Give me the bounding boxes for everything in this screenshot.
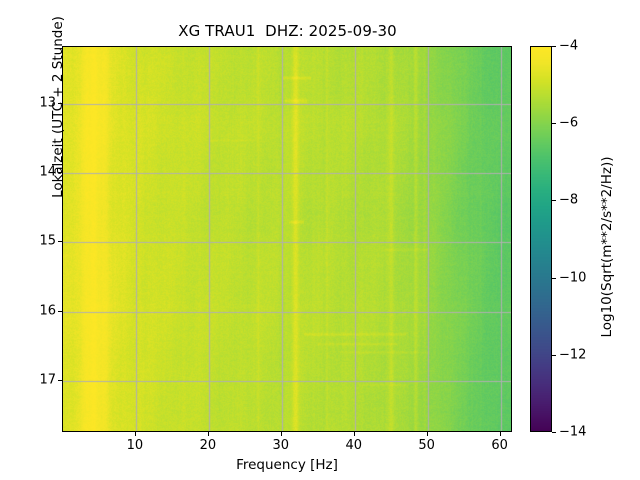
colorbar-tick-mark bbox=[552, 200, 556, 202]
page-title: XG TRAU1 DHZ: 2025-09-30 bbox=[178, 22, 397, 40]
y-tick-label: 13 bbox=[39, 95, 56, 111]
x-tick-mark bbox=[499, 432, 501, 436]
x-tick-label: 60 bbox=[491, 438, 508, 453]
colorbar-tick-mark bbox=[552, 354, 556, 356]
y-axis-label: Lokalzeit (UTC + 2 Stunde) bbox=[50, 16, 66, 198]
x-axis-label: Frequency [Hz] bbox=[236, 457, 338, 473]
x-tick-label: 50 bbox=[418, 438, 435, 453]
x-tick-label: 40 bbox=[345, 438, 362, 453]
colorbar-tick-label: −6 bbox=[559, 115, 579, 131]
x-tick-label: 10 bbox=[126, 438, 144, 453]
colorbar-label: Log10(Sqrt(m**2/s**2/Hz)) bbox=[599, 156, 615, 338]
colorbar-tick-mark bbox=[552, 46, 556, 47]
colorbar[interactable] bbox=[530, 46, 552, 432]
colorbar-tick-label: −12 bbox=[559, 347, 587, 363]
colorbar-tick-label: −4 bbox=[559, 38, 579, 54]
y-tick-mark bbox=[58, 310, 62, 312]
y-tick-mark bbox=[58, 172, 62, 174]
x-tick-mark bbox=[134, 432, 136, 436]
x-tick-mark bbox=[353, 432, 355, 436]
colorbar-tick-label: −10 bbox=[559, 270, 587, 286]
y-tick-mark bbox=[58, 380, 62, 382]
colorbar-tick-label: −14 bbox=[559, 424, 587, 440]
y-tick-mark bbox=[58, 102, 62, 104]
y-tick-label: 14 bbox=[39, 164, 56, 180]
y-tick-mark bbox=[58, 241, 62, 243]
x-tick-label: 20 bbox=[199, 438, 217, 453]
colorbar-tick-mark bbox=[552, 277, 556, 279]
x-tick-mark bbox=[207, 432, 209, 436]
spectrogram-image bbox=[63, 47, 511, 431]
x-tick-mark bbox=[280, 432, 282, 436]
y-tick-label: 16 bbox=[39, 303, 56, 319]
x-tick-label: 30 bbox=[272, 438, 290, 453]
y-tick-label: 17 bbox=[39, 372, 56, 388]
spectrogram-plot-area[interactable] bbox=[62, 46, 512, 432]
colorbar-gradient bbox=[531, 47, 551, 431]
colorbar-tick-mark bbox=[552, 432, 556, 433]
y-tick-label: 15 bbox=[39, 233, 56, 249]
colorbar-tick-label: −8 bbox=[559, 192, 579, 208]
x-tick-mark bbox=[426, 432, 428, 436]
colorbar-tick-mark bbox=[552, 123, 556, 125]
